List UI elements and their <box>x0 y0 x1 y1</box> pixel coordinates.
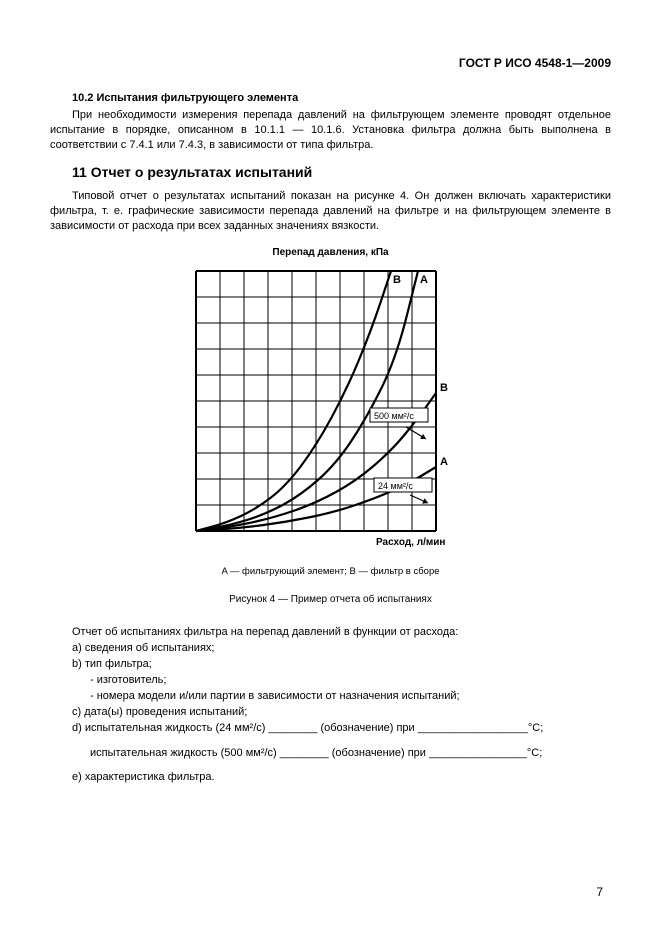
item-e: e) характеристика фильтра. <box>72 770 611 785</box>
item-d2: испытательная жидкость (500 мм²/с) _____… <box>90 746 611 761</box>
item-d: d) испытательная жидкость (24 мм²/с) ___… <box>72 721 611 736</box>
section-10-2: 10.2 Испытания фильтрующего элемента <box>50 91 611 106</box>
page-number: 7 <box>596 884 603 900</box>
item-b-text: тип фильтра; <box>85 658 152 670</box>
item-b1: - изготовитель; <box>90 673 611 688</box>
item-c-text: дата(ы) проведения испытаний; <box>84 706 247 718</box>
sec-10-2-body: При необходимости измерения перепада дав… <box>50 108 611 153</box>
svg-text:24 мм²/с: 24 мм²/с <box>378 481 413 491</box>
svg-text:A: A <box>440 456 448 468</box>
chart-ylabel: Перепад давления, кПа <box>211 246 451 260</box>
svg-text:B: B <box>440 382 448 394</box>
item-b2: - номера модели и/или партии в зависимос… <box>90 689 611 704</box>
figure-caption: Рисунок 4 — Пример отчета об испытаниях <box>50 593 611 607</box>
item-c: c) дата(ы) проведения испытаний; <box>72 705 611 720</box>
item-b: b) тип фильтра; <box>72 657 611 672</box>
sec-11-num: 11 <box>72 164 87 180</box>
sec-10-2-num: 10.2 <box>72 92 93 104</box>
svg-text:B: B <box>393 274 401 286</box>
item-a: a) сведения об испытаниях; <box>72 641 611 656</box>
doc-id: ГОСТ Р ИСО 4548-1—2009 <box>50 55 611 71</box>
list-intro: Отчет об испытаниях фильтра на перепад д… <box>50 625 611 640</box>
sec-10-2-title: Испытания фильтрующего элемента <box>96 92 298 104</box>
section-11-heading: 11 Отчет о результатах испытаний <box>72 163 611 182</box>
chart-container: Перепад давления, кПа B A B A 500 мм²/с 24 мм… <box>50 246 611 556</box>
report-list: a) сведения об испытаниях; b) тип фильтр… <box>72 641 611 785</box>
sec-11-body: Типовой отчет о результатах испытаний по… <box>50 189 611 234</box>
chart-legend: A — фильтрующий элемент; B — фильтр в сб… <box>50 566 611 579</box>
svg-text:Расход, л/мин: Расход, л/мин <box>376 537 445 548</box>
item-d-text: испытательная жидкость (24 мм²/с) ______… <box>85 722 543 734</box>
svg-text:500 мм²/с: 500 мм²/с <box>374 411 414 421</box>
svg-text:A: A <box>420 274 428 286</box>
sec-11-title: Отчет о результатах испытаний <box>91 164 313 180</box>
item-e-text: характеристика фильтра. <box>85 771 215 783</box>
chart-figure: B A B A 500 мм²/с 24 мм²/с Расход, л/мин <box>186 261 476 551</box>
item-a-text: сведения об испытаниях; <box>85 642 215 654</box>
